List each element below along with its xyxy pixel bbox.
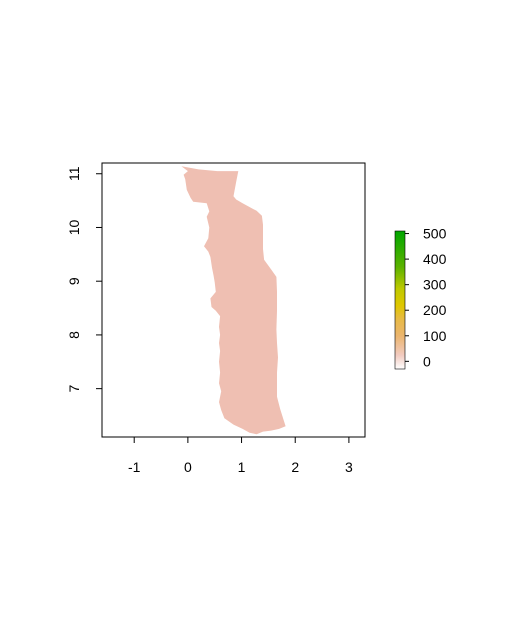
legend-tick-label: 200 [423,302,447,318]
plot-frame [101,162,366,438]
y-axis: 7 8 9 10 11 [66,166,102,393]
x-tick-label: -1 [128,459,141,475]
legend-tick-label: 400 [423,251,447,267]
x-axis: -1 0 1 2 3 [128,437,353,475]
legend-tick-label: 0 [423,353,431,369]
legend-tick-label: 500 [423,226,447,242]
colorbar-legend: 0 100 200 300 400 500 [394,226,447,370]
plot-panel [101,162,366,438]
raster-land-area [181,166,286,435]
x-tick-label: 2 [291,459,299,475]
y-tick-label: 10 [66,219,82,235]
x-tick-label: 1 [238,459,246,475]
y-tick-label: 11 [66,166,82,181]
y-tick-label: 7 [66,385,82,393]
y-tick-label: 8 [66,331,82,339]
y-tick-label: 9 [66,277,82,285]
colorbar-gradient [394,230,406,370]
legend-tick-label: 300 [423,277,447,293]
x-tick-label: 3 [345,459,353,475]
x-tick-label: 0 [184,459,192,475]
legend-tick-label: 100 [423,328,447,344]
